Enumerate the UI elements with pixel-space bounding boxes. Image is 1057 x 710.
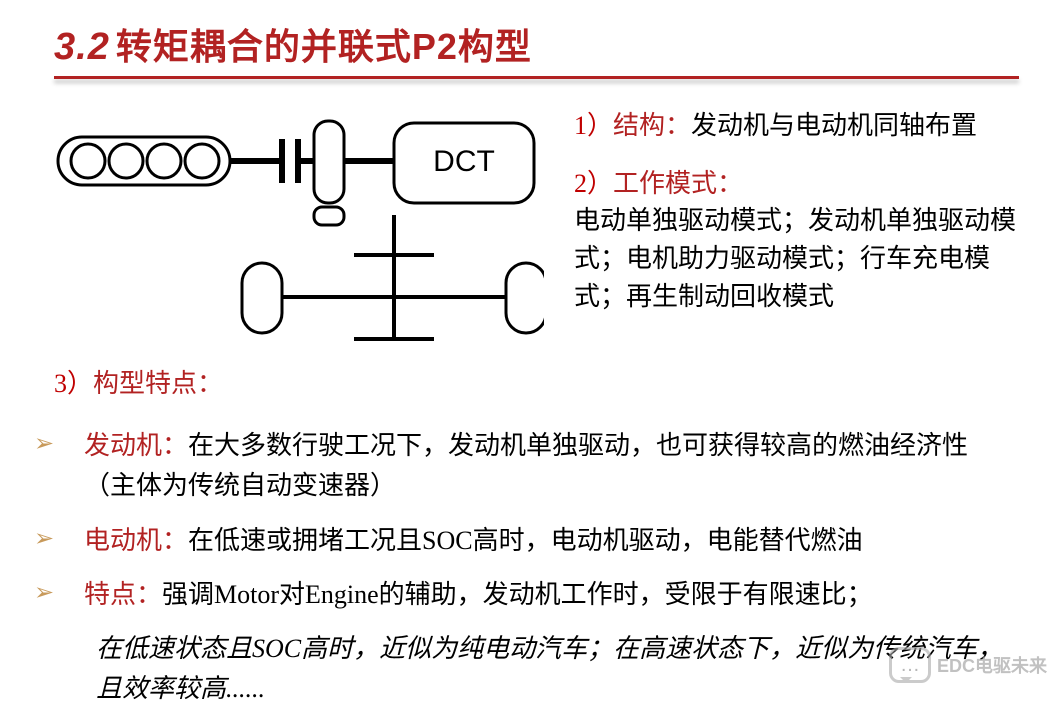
feature-bullet-list: 发动机：在大多数行驶工况下，发动机单独驱动，也可获得较高的燃油经济性（主体为传统… (54, 426, 1019, 615)
list-item: 特点：强调Motor对Engine的辅助，发动机工作时，受限于有限速比； (54, 575, 1019, 615)
section3-heading: 3）构型特点： (54, 363, 544, 400)
p2-label: 工作模式： (613, 169, 743, 198)
section3-label: 构型特点： (93, 369, 223, 398)
slide-title: 3.2 转矩耦合的并联式P2构型 (54, 18, 1019, 79)
p2-topology-diagram: DCT (54, 107, 544, 357)
bullet-text: 强调Motor对Engine的辅助，发动机工作时，受限于有限速比； (162, 580, 873, 609)
bullet-label: 特点： (84, 580, 162, 609)
bullet-text: 在大多数行驶工况下，发动机单独驱动，也可获得较高的燃油经济性（主体为传统自动变速… (84, 431, 968, 500)
wechat-icon: … (889, 647, 931, 683)
bullet-label: 电动机： (84, 526, 188, 555)
bullet-label: 发动机： (84, 431, 188, 460)
structure-paragraph: 1）结构：发动机与电动机同轴布置 (574, 107, 1019, 145)
p1-number: 1） (574, 111, 613, 140)
modes-paragraph: 2）工作模式： 电动单独驱动模式；发动机单独驱动模式；电机助力驱动模式；行车充电… (574, 165, 1019, 316)
title-underline (54, 76, 1019, 79)
list-item: 发动机：在大多数行驶工况下，发动机单独驱动，也可获得较高的燃油经济性（主体为传统… (54, 426, 1019, 507)
bullet-text: 在低速或拥堵工况且SOC高时，电动机驱动，电能替代燃油 (188, 526, 863, 555)
continuation-text: 在低速状态且SOC高时，近似为纯电动汽车；在高速状态下，近似为传统汽车，且效率较… (54, 629, 1019, 710)
right-text-column: 1）结构：发动机与电动机同轴布置 2）工作模式： 电动单独驱动模式；发动机单独驱… (574, 107, 1019, 400)
p1-label: 结构： (613, 111, 691, 140)
watermark-text: EDC电驱未来 (937, 652, 1047, 678)
p1-text: 发动机与电动机同轴布置 (691, 111, 977, 140)
p2-text: 电动单独驱动模式；发动机单独驱动模式；电机助力驱动模式；行车充电模式；再生制动回… (574, 206, 1016, 310)
wechat-watermark: … EDC电驱未来 (889, 647, 1047, 683)
title-text: 转矩耦合的并联式P2构型 (116, 18, 532, 70)
dct-label: DCT (433, 145, 495, 178)
list-item: 电动机：在低速或拥堵工况且SOC高时，电动机驱动，电能替代燃油 (54, 521, 1019, 561)
p2-number: 2） (574, 169, 613, 198)
title-number: 3.2 (54, 26, 110, 69)
section3-number: 3） (54, 369, 93, 398)
